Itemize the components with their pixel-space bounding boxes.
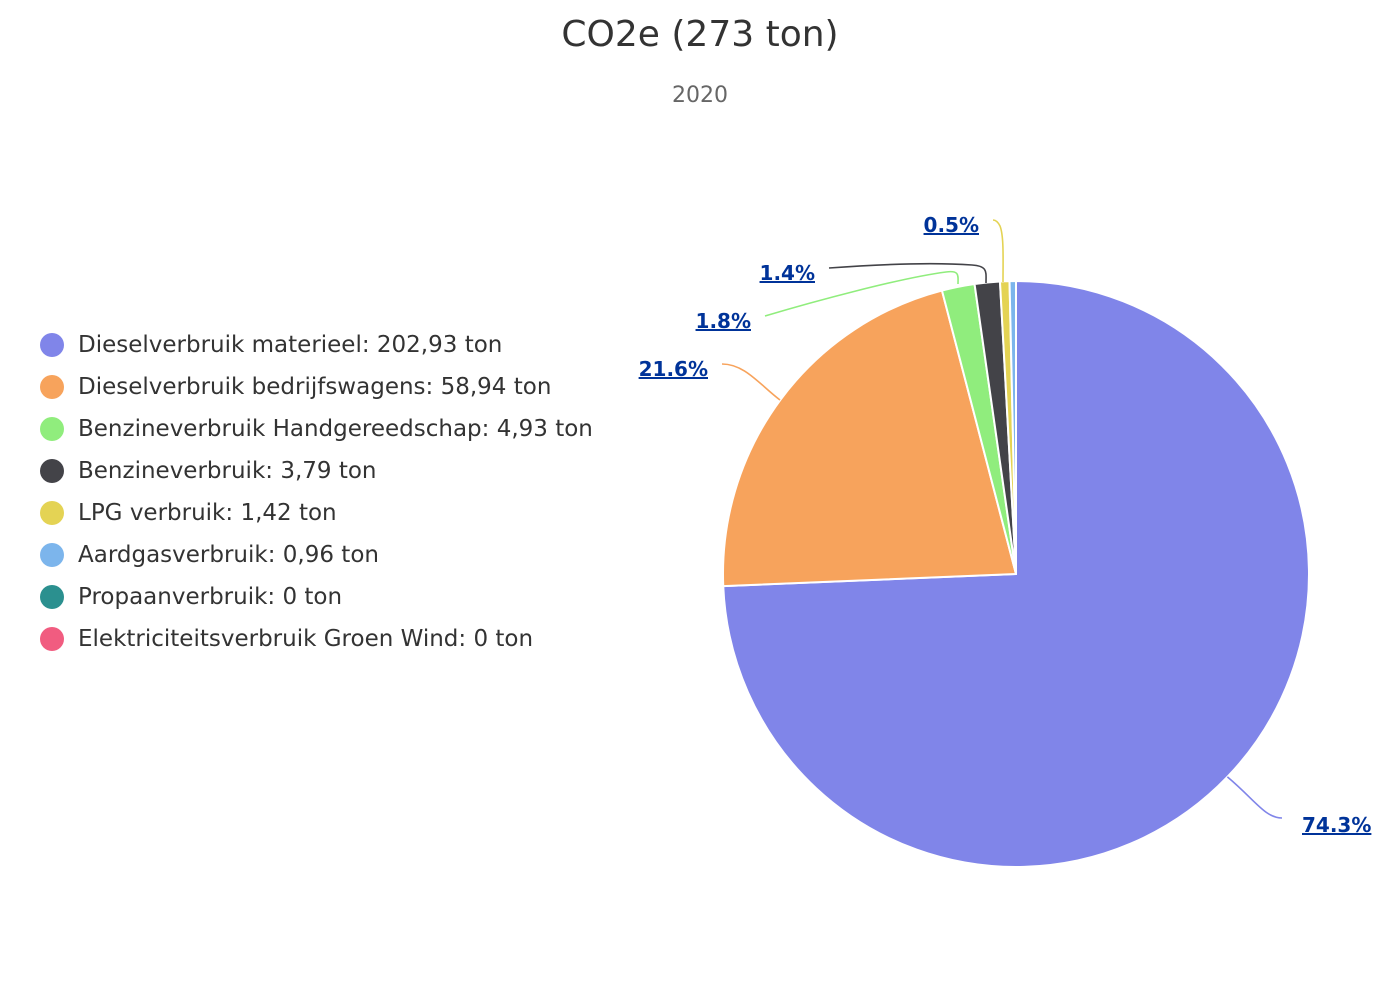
pie-slice-aardgasverbruik[interactable] (1008, 279, 1017, 575)
chart-title: CO2e (273 ton) (561, 14, 839, 55)
legend-item-elektriciteitsverbruik-groen-wind[interactable]: Elektriciteitsverbruik Groen Wind: 0 ton (40, 618, 600, 660)
legend-item-benzineverbruik[interactable]: Benzineverbruik: 3,79 ton (40, 450, 600, 492)
pie-slice-dieselverbruik-bedrijfswagens[interactable] (722, 289, 1017, 588)
connector-lpg-verbruik (992, 219, 1004, 283)
data-label-benzineverbruik[interactable]: 1.4% (760, 261, 815, 285)
pie-slices (722, 279, 1310, 868)
legend-item-propaanverbruik[interactable]: Propaanverbruik: 0 ton (40, 576, 600, 618)
data-labels: 74.3% 21.6% 1.8% 1.4% 0.5% (639, 213, 1372, 837)
legend-symbol (40, 333, 64, 357)
legend-symbol (40, 375, 64, 399)
connector-benzineverbruik (828, 262, 987, 284)
connector-dieselverbruik-bedrijfswagens (721, 363, 781, 401)
legend: Dieselverbruik materieel: 202,93 ton Dies… (40, 324, 600, 660)
data-label-lpg-verbruik[interactable]: 0.5% (924, 213, 979, 237)
legend-item-dieselverbruik-bedrijfswagens[interactable]: Dieselverbruik bedrijfswagens: 58,94 ton (40, 366, 600, 408)
legend-symbol (40, 543, 64, 567)
legend-item-benzineverbruik-handgereedschap[interactable]: Benzineverbruik Handgereedschap: 4,93 to… (40, 408, 600, 450)
legend-item-aardgasverbruik[interactable]: Aardgasverbruik: 0,96 ton (40, 534, 600, 576)
data-label-benzineverbruik-handgereedschap[interactable]: 1.8% (696, 309, 751, 333)
legend-symbol (40, 627, 64, 651)
connector-dieselverbruik-materieel (1226, 776, 1283, 819)
legend-item-dieselverbruik-materieel[interactable]: Dieselverbruik materieel: 202,93 ton (40, 324, 600, 366)
connector-benzineverbruik-handgereedschap (764, 270, 959, 317)
legend-symbol (40, 417, 64, 441)
legend-symbol (40, 501, 64, 525)
data-label-dieselverbruik-materieel[interactable]: 74.3% (1302, 813, 1371, 837)
data-label-dieselverbruik-bedrijfswagens[interactable]: 21.6% (639, 357, 708, 381)
legend-symbol (40, 585, 64, 609)
data-label-connectors (721, 219, 1283, 819)
chart-subtitle: 2020 (672, 83, 728, 108)
legend-item-lpg-verbruik[interactable]: LPG verbruik: 1,42 ton (40, 492, 600, 534)
legend-symbol (40, 459, 64, 483)
